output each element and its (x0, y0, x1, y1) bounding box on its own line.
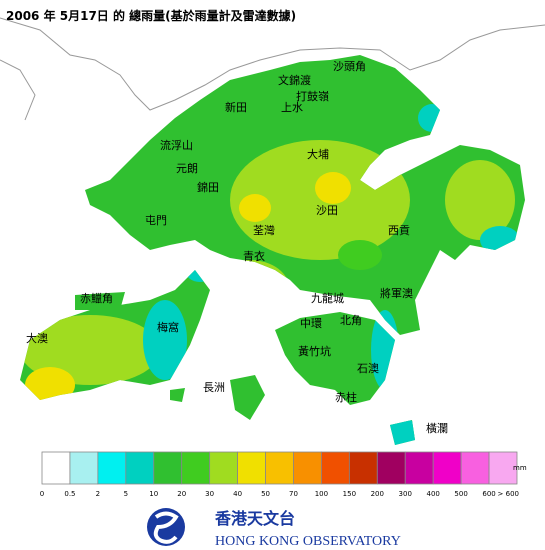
legend-swatch (181, 451, 211, 485)
place-label: 石澳 (357, 362, 379, 375)
legend-label: 0.5 (64, 490, 75, 498)
legend-label: 500 (454, 490, 467, 498)
legend-label: 50 (261, 490, 270, 498)
place-label: 錦田 (197, 180, 219, 194)
place-label: 流浮山 (160, 138, 193, 152)
place-label: 赤柱 (335, 390, 357, 404)
legend-unit: mm (513, 464, 527, 472)
legend-swatch (348, 451, 378, 485)
legend-swatch (69, 451, 99, 485)
logo-english: HONG KONG OBSERVATORY (215, 534, 401, 549)
place-label: 黃竹坑 (298, 344, 331, 358)
place-label: 將軍澳 (380, 286, 413, 300)
place-label: 梅窩 (157, 320, 179, 334)
legend-label: > 600 (498, 490, 519, 498)
legend-swatch (153, 451, 183, 485)
place-label: 沙頭角 (333, 60, 366, 73)
legend: 0 0.5 2 5 10 20 30 40 50 70 100 150 200 300 400 500 600 >… (40, 451, 527, 498)
legend-swatch (41, 451, 71, 485)
place-label: 青衣 (243, 249, 265, 263)
place-label: 元朗 (176, 162, 198, 175)
place-label: 打鼓嶺 (296, 89, 329, 103)
logo-swirl (153, 511, 179, 544)
legend-label: 70 (289, 490, 298, 498)
place-label: 沙田 (316, 204, 338, 217)
logo: 香港天文台 HONG KONG OBSERVATORY (147, 508, 401, 549)
legend-label: 20 (177, 490, 186, 498)
mainland-coast (0, 17, 545, 111)
legend-swatch (237, 451, 266, 485)
legend-label: 2 (96, 490, 100, 498)
place-label: 北角 (340, 314, 362, 327)
place-label: 荃灣 (253, 223, 275, 237)
place-label: 大埔 (307, 147, 329, 161)
legend-swatch (460, 451, 490, 485)
legend-swatch (488, 451, 518, 485)
logo-chinese: 香港天文台 (214, 509, 295, 528)
place-label: 新田 (225, 100, 247, 114)
legend-label: 10 (149, 490, 158, 498)
place-label: 中環 (300, 317, 322, 330)
place-label: 西貢 (388, 224, 410, 237)
legend-label: 300 (399, 490, 412, 498)
place-label: 屯門 (145, 214, 167, 227)
place-label: 上水 (281, 101, 303, 114)
legend-label: 0 (40, 490, 44, 498)
legend-swatch (376, 451, 406, 485)
place-label: 九龍城 (311, 291, 344, 305)
place-label: 長洲 (203, 381, 225, 394)
legend-swatch (125, 451, 155, 485)
legend-label: 5 (124, 490, 128, 498)
legend-swatch (404, 451, 434, 485)
legend-swatch (265, 451, 294, 485)
place-label: 橫瀾 (426, 421, 448, 435)
place-label: 大澳 (26, 331, 48, 345)
place-label: 赤鱲角 (80, 292, 113, 305)
place-label: 文錦渡 (278, 73, 311, 87)
legend-swatch (293, 451, 322, 485)
legend-label: 150 (343, 490, 356, 498)
legend-swatch (432, 451, 462, 485)
legend-swatch (209, 451, 238, 485)
map-title: 2006 年 5月17日 的 總雨量(基於雨量計及雷達數據) (6, 8, 296, 23)
legend-label: 30 (205, 490, 214, 498)
coastline (0, 59, 36, 121)
legend-label: 200 (371, 490, 384, 498)
legend-swatch (97, 451, 127, 485)
legend-label: 40 (233, 490, 242, 498)
legend-label: 400 (426, 490, 439, 498)
legend-label: 100 (315, 490, 328, 498)
legend-label: 600 (482, 490, 495, 498)
legend-swatch (321, 451, 350, 485)
